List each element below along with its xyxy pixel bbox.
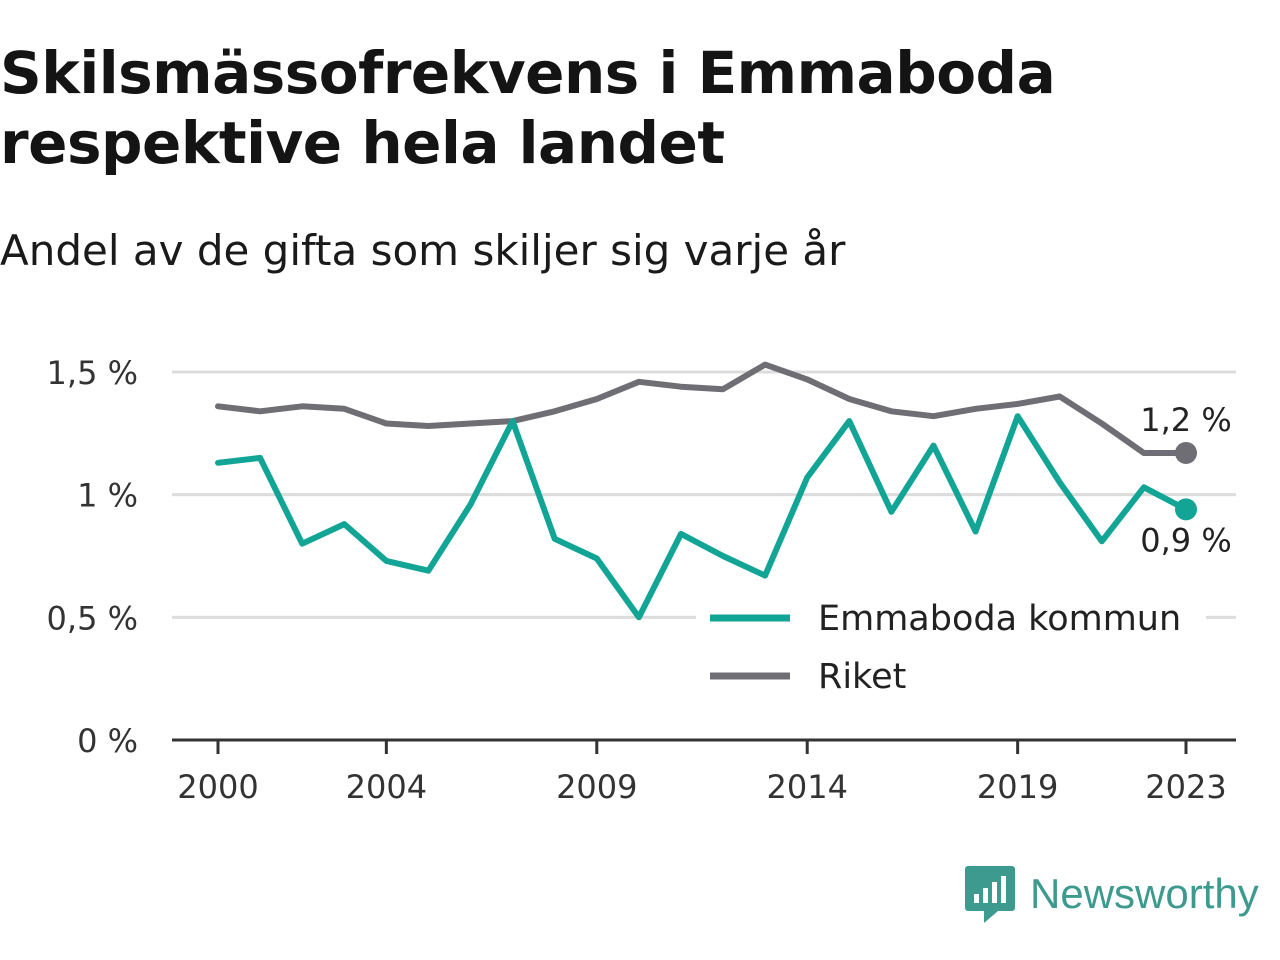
line-chart: 0 % 0,5 % 1 % 1,5 % 2000 2004 2009 2014 2019 202… (47, 354, 1236, 806)
y-tick-label: 0 % (77, 722, 138, 760)
legend: Emmaboda kommun Riket (696, 590, 1206, 708)
x-axis (172, 738, 1236, 754)
x-tick-label: 2004 (346, 768, 427, 806)
newsworthy-logo-icon (965, 866, 1015, 923)
y-tick-label: 1,5 % (47, 354, 138, 392)
brand-name: Newsworthy (1030, 870, 1259, 917)
legend-label-1: Riket (818, 657, 906, 697)
series-end-label-1: 1,2 % (1140, 401, 1231, 439)
x-axis-labels: 2000 2004 2009 2014 2019 2023 (177, 768, 1226, 806)
chart-subtitle: Andel av de gifta som skiljer sig varje … (0, 226, 846, 275)
y-tick-label: 0,5 % (47, 599, 138, 637)
chart-title: Skilsmässofrekvens i Emmaboda respektive… (0, 39, 1056, 177)
x-tick-label: 2009 (556, 768, 637, 806)
x-tick-label: 2014 (766, 768, 847, 806)
brand-logo: Newsworthy (964, 862, 1259, 926)
series-line-0 (215, 413, 1189, 621)
x-tick-label: 2023 (1145, 768, 1226, 806)
legend-label-0: Emmaboda kommun (818, 599, 1181, 639)
x-tick-label: 2019 (977, 768, 1058, 806)
y-tick-label: 1 % (77, 477, 138, 515)
series-lines: 1,2 % 0,9 % (215, 361, 1232, 621)
series-end-point-0 (1175, 498, 1197, 521)
legend-background (696, 590, 1206, 708)
series-end-point-1 (1175, 441, 1197, 464)
x-tick-label: 2000 (177, 768, 258, 806)
series-line-1 (215, 361, 1189, 456)
series-end-label-0: 0,9 % (1140, 521, 1231, 559)
y-axis-labels: 0 % 0,5 % 1 % 1,5 % (47, 354, 138, 760)
